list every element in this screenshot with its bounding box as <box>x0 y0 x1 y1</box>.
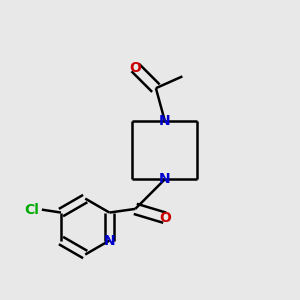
Text: O: O <box>159 211 171 225</box>
Text: N: N <box>159 114 170 128</box>
Text: O: O <box>129 61 141 75</box>
Text: N: N <box>159 172 170 186</box>
Text: N: N <box>103 233 115 248</box>
Text: Cl: Cl <box>24 202 39 217</box>
